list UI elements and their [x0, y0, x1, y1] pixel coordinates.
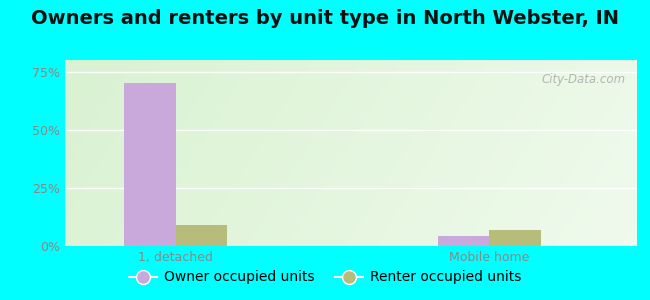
Bar — [124, 83, 176, 246]
Text: City-Data.com: City-Data.com — [541, 73, 625, 86]
Bar — [176, 225, 227, 246]
Bar — [437, 236, 489, 246]
Text: Owners and renters by unit type in North Webster, IN: Owners and renters by unit type in North… — [31, 9, 619, 28]
Legend: Owner occupied units, Renter occupied units: Owner occupied units, Renter occupied un… — [124, 265, 526, 290]
Bar — [489, 230, 541, 246]
